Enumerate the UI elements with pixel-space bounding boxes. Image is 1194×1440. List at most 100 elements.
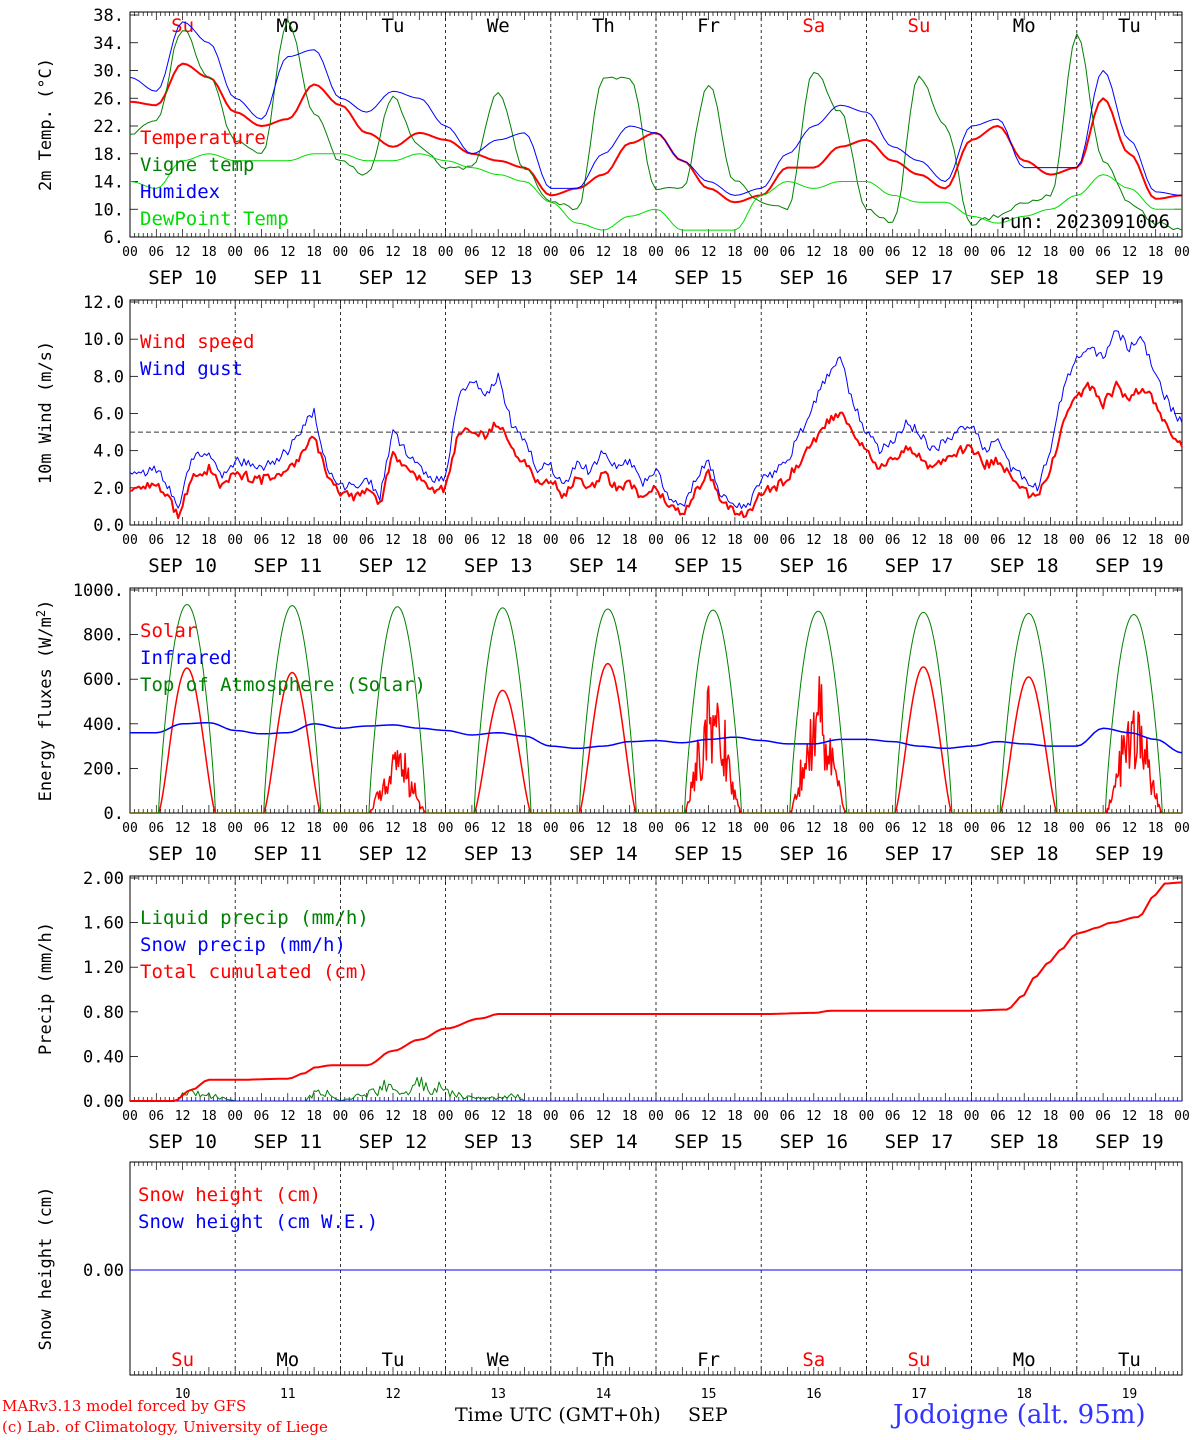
hour-tick-label: 18 bbox=[937, 821, 953, 836]
hour-tick-label: 06 bbox=[885, 245, 901, 260]
series-line-infrared bbox=[130, 721, 1183, 754]
hour-tick-label: 06 bbox=[674, 533, 690, 548]
hour-tick-label: 06 bbox=[464, 821, 480, 836]
hour-tick-label: 12 bbox=[490, 245, 506, 260]
hour-tick-label: 00 bbox=[438, 1109, 454, 1124]
day-number-label: 10 bbox=[175, 1387, 191, 1402]
hour-tick-label: 12 bbox=[1016, 245, 1032, 260]
hour-tick-label: 00 bbox=[333, 1109, 349, 1124]
y-tick-label: 4.0 bbox=[93, 442, 124, 462]
hour-tick-label: 00 bbox=[753, 821, 769, 836]
y-tick-label: 10.0 bbox=[83, 330, 124, 350]
hour-tick-label: 00 bbox=[122, 1109, 138, 1124]
hour-tick-label: 18 bbox=[727, 245, 743, 260]
hour-tick-label: 12 bbox=[911, 245, 927, 260]
hour-tick-label: 00 bbox=[1174, 533, 1190, 548]
hour-tick-label: 12 bbox=[385, 245, 401, 260]
weekday-label: Sa bbox=[802, 15, 825, 37]
hour-tick-label: 06 bbox=[569, 245, 585, 260]
date-label: SEP 10 bbox=[148, 555, 217, 577]
hour-tick-label: 00 bbox=[648, 245, 664, 260]
hour-tick-label: 00 bbox=[964, 821, 980, 836]
weekday-label: We bbox=[487, 15, 510, 37]
hour-tick-label: 06 bbox=[1095, 245, 1111, 260]
hour-tick-label: 18 bbox=[1043, 533, 1059, 548]
run-annotation: run: 2023091006 bbox=[998, 211, 1170, 233]
hour-tick-label: 18 bbox=[201, 245, 217, 260]
date-label: SEP 16 bbox=[779, 843, 848, 865]
hour-tick-label: 06 bbox=[990, 821, 1006, 836]
hour-tick-label: 12 bbox=[911, 533, 927, 548]
date-label: SEP 12 bbox=[359, 843, 428, 865]
hour-tick-label: 18 bbox=[1043, 821, 1059, 836]
weekday-label: Fr bbox=[697, 15, 720, 37]
hour-tick-label: 12 bbox=[385, 821, 401, 836]
hour-tick-label: 18 bbox=[306, 1109, 322, 1124]
weekday-label: Th bbox=[592, 1349, 615, 1371]
hour-tick-label: 12 bbox=[175, 1109, 191, 1124]
hour-tick-label: 12 bbox=[596, 533, 612, 548]
date-label: SEP 18 bbox=[990, 555, 1059, 577]
hour-tick-label: 12 bbox=[175, 533, 191, 548]
y-tick-label: 34. bbox=[93, 34, 124, 54]
y-tick-label: 0.80 bbox=[83, 1003, 124, 1023]
weekday-label: Su bbox=[908, 1349, 931, 1371]
weekday-label: Tu bbox=[382, 1349, 405, 1371]
y-tick-label: 0.00 bbox=[83, 1261, 124, 1281]
hour-tick-label: 00 bbox=[122, 821, 138, 836]
hour-tick-label: 00 bbox=[227, 1109, 243, 1124]
legend-entry: Wind speed bbox=[140, 331, 254, 353]
hour-tick-label: 06 bbox=[148, 821, 164, 836]
legend-entry: Snow precip (mm/h) bbox=[140, 934, 346, 956]
weekday-label: Mo bbox=[276, 1349, 299, 1371]
y-tick-label: 22. bbox=[93, 117, 124, 137]
panel-energy: 1000. 800. 600. 400. 200. 0. Energy fluxes (W/… bbox=[34, 581, 1190, 865]
series-line-dewpoint-temp bbox=[129, 153, 1182, 231]
hour-tick-label: 18 bbox=[832, 821, 848, 836]
hour-tick-label: 18 bbox=[832, 533, 848, 548]
y-tick-label: 2.00 bbox=[83, 869, 124, 889]
hour-tick-label: 06 bbox=[569, 533, 585, 548]
date-label: SEP 10 bbox=[148, 267, 217, 289]
date-label: SEP 12 bbox=[359, 267, 428, 289]
weekday-label: Mo bbox=[1013, 15, 1036, 37]
hour-tick-label: 12 bbox=[596, 1109, 612, 1124]
y-axis-label: Snow height (cm) bbox=[36, 1187, 56, 1351]
date-label: SEP 15 bbox=[674, 1131, 743, 1153]
hour-tick-label: 18 bbox=[517, 533, 533, 548]
y-tick-label: 38. bbox=[93, 6, 124, 26]
weekday-label: We bbox=[487, 1349, 510, 1371]
y-tick-label: 400. bbox=[83, 715, 124, 735]
hour-tick-label: 18 bbox=[411, 533, 427, 548]
weekday-label: Tu bbox=[1118, 15, 1141, 37]
credit-line-1: MARv3.13 model forced by GFS bbox=[2, 1397, 247, 1415]
hour-tick-label: 18 bbox=[411, 821, 427, 836]
legend-entry: Infrared bbox=[140, 647, 232, 669]
date-label: SEP 14 bbox=[569, 267, 638, 289]
date-label: SEP 11 bbox=[253, 843, 322, 865]
date-label: SEP 17 bbox=[885, 555, 954, 577]
hour-tick-label: 12 bbox=[596, 245, 612, 260]
legend-entry: Solar bbox=[140, 620, 197, 642]
date-label: SEP 11 bbox=[253, 1131, 322, 1153]
date-label: SEP 10 bbox=[148, 843, 217, 865]
weekday-label: Tu bbox=[382, 15, 405, 37]
hour-tick-label: 18 bbox=[622, 533, 638, 548]
y-tick-label: 0.00 bbox=[83, 1092, 124, 1112]
date-label: SEP 19 bbox=[1095, 555, 1164, 577]
y-tick-label: 0.0 bbox=[93, 516, 124, 536]
hour-tick-label: 12 bbox=[701, 533, 717, 548]
date-label: SEP 13 bbox=[464, 843, 533, 865]
hour-tick-label: 06 bbox=[780, 245, 796, 260]
weekday-label: Th bbox=[592, 15, 615, 37]
hour-tick-label: 12 bbox=[1122, 245, 1138, 260]
date-label: SEP 10 bbox=[148, 1131, 217, 1153]
hour-tick-label: 06 bbox=[254, 245, 270, 260]
legend-entry: DewPoint Temp bbox=[140, 208, 289, 230]
date-label: SEP 18 bbox=[990, 843, 1059, 865]
hour-tick-label: 06 bbox=[464, 1109, 480, 1124]
hour-tick-label: 06 bbox=[990, 1109, 1006, 1124]
y-tick-label: 0.40 bbox=[83, 1047, 124, 1067]
hour-tick-label: 06 bbox=[254, 821, 270, 836]
hour-tick-label: 18 bbox=[306, 821, 322, 836]
